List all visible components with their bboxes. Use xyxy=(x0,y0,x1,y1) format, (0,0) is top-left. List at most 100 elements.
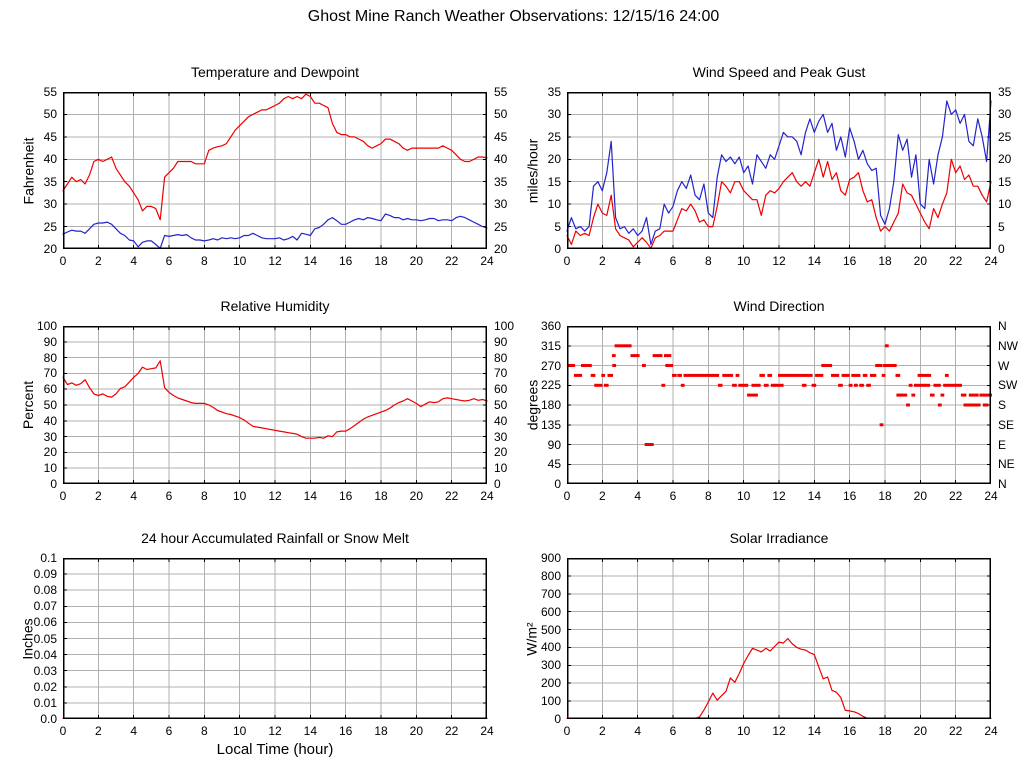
wind-direction-point-segment xyxy=(735,373,740,377)
solar-irradiance-ytick-left: 700 xyxy=(540,586,561,601)
wind-speed-gust-ytick-right: 5 xyxy=(998,219,1005,234)
rainfall-ytick-left: 0.02 xyxy=(33,679,57,694)
solar-irradiance-xtick: 16 xyxy=(842,724,857,738)
wind-speed-gust-series-wind-speed xyxy=(566,158,992,249)
relative-humidity-ytick-right: 0 xyxy=(494,477,501,491)
wind-direction-point-segment xyxy=(908,383,913,387)
solar-irradiance-xtick: 0 xyxy=(563,724,571,738)
wind-direction-point-segment xyxy=(968,393,975,397)
relative-humidity-ytick-left: 0 xyxy=(50,477,57,491)
relative-humidity-xtick: 2 xyxy=(94,489,102,503)
wind-direction-point-segment xyxy=(680,383,685,387)
wind-speed-gust-ytick-left: 5 xyxy=(554,219,561,234)
rainfall-ytick-left: 0.01 xyxy=(33,695,57,710)
temperature-dewpoint-ytick-left: 50 xyxy=(43,107,57,122)
wind-direction-point-segment xyxy=(717,383,723,387)
temperature-dewpoint-y-axis-label: Fahrenheit xyxy=(20,137,36,204)
relative-humidity-ytick-right: 80 xyxy=(494,350,508,365)
wind-speed-gust-xtick: 8 xyxy=(704,254,712,268)
wind-speed-gust-xtick: 10 xyxy=(736,254,751,268)
wind-direction-point-segment xyxy=(875,364,883,367)
wind-direction-ytick-left: 270 xyxy=(540,358,561,373)
solar-irradiance-ytick-left: 600 xyxy=(540,604,561,619)
temperature-dewpoint-ytick-left: 55 xyxy=(43,85,57,99)
solar-irradiance-xtick: 20 xyxy=(913,724,927,738)
wind-direction-point-segment xyxy=(774,383,784,387)
wind-direction-xtick: 14 xyxy=(807,489,821,503)
relative-humidity-ytick-right: 100 xyxy=(494,319,515,333)
wind-direction-point-segment xyxy=(594,383,603,387)
wind-direction-compass-label: E xyxy=(998,437,1007,452)
relative-humidity-plot-area xyxy=(62,326,488,484)
wind-direction-point-segment xyxy=(983,393,992,397)
wind-direction-point-segment xyxy=(601,373,606,377)
temperature-dewpoint-series-dewpoint xyxy=(62,213,488,249)
wind-direction-point-segment xyxy=(854,383,858,387)
wind-direction-point-segment xyxy=(866,383,871,387)
wind-direction-xtick: 10 xyxy=(736,489,751,503)
wind-direction-ytick-left: 315 xyxy=(540,338,561,353)
wind-speed-gust-ytick-right: 0 xyxy=(998,242,1005,256)
temperature-dewpoint-ytick-left: 25 xyxy=(43,219,57,234)
wind-speed-gust-xtick: 16 xyxy=(842,254,857,268)
wind-direction-point-segment xyxy=(979,393,985,397)
rainfall-plot-area xyxy=(62,558,488,719)
rainfall-title: 24 hour Accumulated Rainfall or Snow Mel… xyxy=(141,530,409,546)
wind-direction-point-segment xyxy=(751,383,761,387)
wind-direction-point-segment xyxy=(917,373,922,377)
wind-speed-gust-y-axis-label: miles/hour xyxy=(524,138,540,203)
temperature-dewpoint-title: Temperature and Dewpoint xyxy=(190,64,360,80)
temperature-dewpoint-series-temperature xyxy=(62,93,488,221)
wind-direction-point-segment xyxy=(914,383,931,387)
wind-direction-point-segment xyxy=(869,373,877,377)
wind-direction-point-segment xyxy=(767,373,773,377)
relative-humidity-xtick: 18 xyxy=(374,489,388,503)
wind-direction-xtick: 2 xyxy=(598,489,606,503)
wind-direction-point-segment xyxy=(581,364,592,367)
relative-humidity-xtick: 16 xyxy=(338,489,353,503)
page-title: Ghost Mine Ranch Weather Observations: 1… xyxy=(307,8,720,25)
relative-humidity-ytick-left: 90 xyxy=(43,334,57,349)
relative-humidity-xtick: 6 xyxy=(165,489,173,503)
wind-direction-point-segment xyxy=(815,373,824,377)
relative-humidity-ytick-right: 40 xyxy=(494,413,508,428)
wind-direction-point-segment xyxy=(879,423,884,427)
temperature-dewpoint-xtick: 12 xyxy=(268,254,282,268)
temperature-dewpoint-ytick-right: 35 xyxy=(494,174,508,189)
solar-irradiance-xtick: 24 xyxy=(984,724,998,738)
wind-direction-point-segment xyxy=(811,383,817,387)
wind-direction-point-segment xyxy=(801,383,807,387)
wind-direction-point-segment xyxy=(611,354,616,358)
rainfall-xtick: 24 xyxy=(480,724,494,738)
relative-humidity-ytick-left: 50 xyxy=(43,398,57,412)
rainfall-x-axis-label: Local Time (hour) xyxy=(216,741,334,758)
relative-humidity-ytick-right: 60 xyxy=(494,382,508,397)
solar-irradiance-ytick-left: 500 xyxy=(540,622,561,637)
rainfall-ytick-left: 0.04 xyxy=(33,647,57,662)
wind-speed-gust-xtick: 22 xyxy=(948,254,963,268)
rainfall-ytick-left: 0.0 xyxy=(40,712,57,726)
wind-direction-compass-label: N xyxy=(998,319,1007,333)
solar-irradiance-ytick-left: 900 xyxy=(540,551,561,565)
wind-direction-point-segment xyxy=(927,373,932,377)
wind-direction-point-segment xyxy=(906,403,910,407)
rainfall-xtick: 2 xyxy=(94,724,102,738)
solar-irradiance-xtick: 2 xyxy=(598,724,606,738)
solar-irradiance-xtick: 8 xyxy=(704,724,712,738)
wind-direction-point-segment xyxy=(677,373,682,377)
relative-humidity-title: Relative Humidity xyxy=(220,298,330,314)
wind-direction-point-segment xyxy=(642,364,646,367)
rainfall-ytick-left: 0.06 xyxy=(33,615,57,630)
relative-humidity-xtick: 10 xyxy=(232,489,247,503)
wind-direction-point-segment xyxy=(881,373,886,377)
wind-direction-point-segment xyxy=(785,373,813,377)
temperature-dewpoint-ytick-right: 25 xyxy=(494,219,508,234)
wind-direction-point-segment xyxy=(573,373,583,377)
wind-direction-point-segment xyxy=(763,383,769,387)
wind-speed-gust-xtick: 20 xyxy=(913,254,927,268)
wind-direction-point-segment xyxy=(672,373,677,377)
wind-direction-point-segment xyxy=(612,364,617,367)
relative-humidity-xtick: 4 xyxy=(130,489,137,503)
wind-direction-point-segment xyxy=(896,393,902,397)
wind-direction-point-segment xyxy=(759,373,765,377)
